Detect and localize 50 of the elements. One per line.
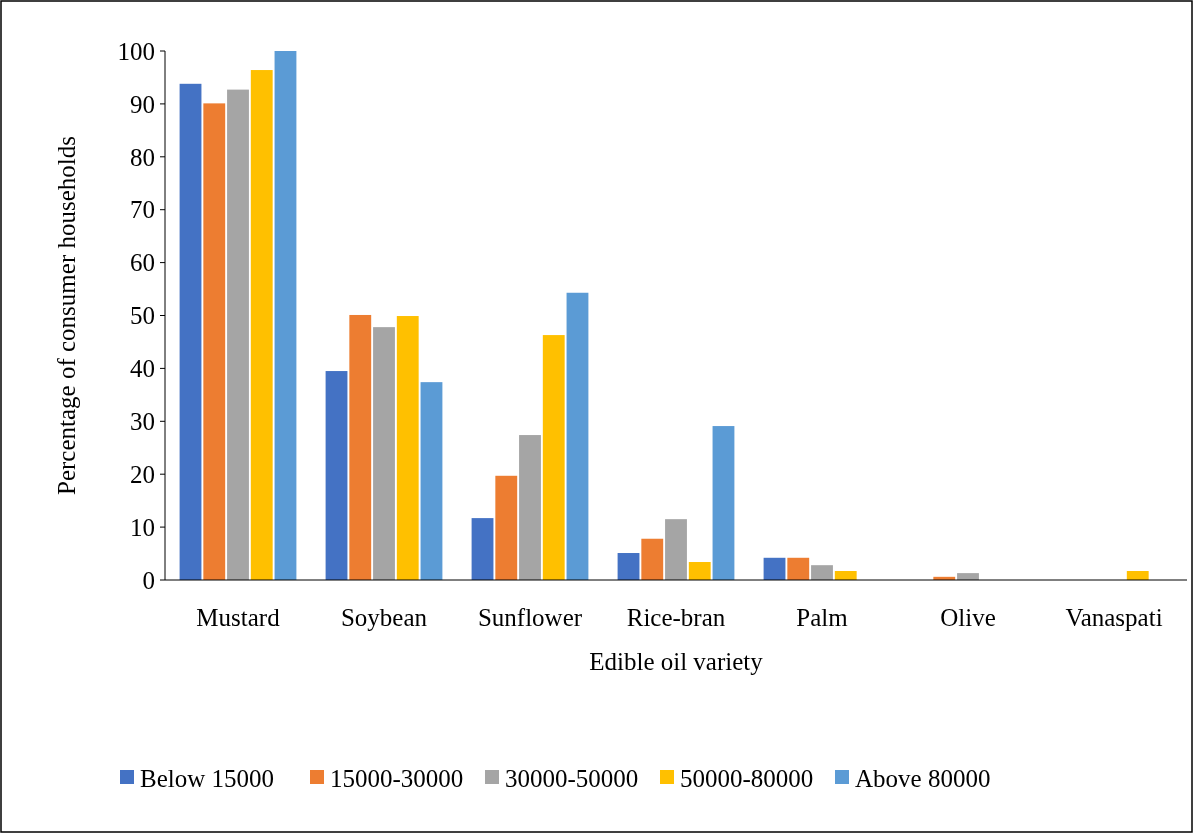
y-tick-label: 0 [142,566,155,594]
bar [665,519,687,580]
bar [250,70,273,580]
bar [179,83,202,580]
y-tick-label: 80 [130,143,155,171]
bar [519,435,541,580]
y-tick-label: 70 [130,196,155,224]
x-tick-label: Vanaspati [1065,604,1163,631]
bar [763,557,786,580]
bar [373,327,395,580]
bar [274,51,297,580]
x-tick-label: Palm [796,604,849,631]
y-tick-label: 30 [130,408,155,436]
bar [1126,571,1149,580]
legend-label: 30000-50000 [505,764,639,792]
y-tick-label: 90 [130,90,155,118]
bar [712,426,735,580]
bar [471,518,494,580]
legend-label: Above 80000 [855,764,991,792]
y-axis-title: Percentage of consumer households [53,136,80,495]
x-axis-title: Edible oil variety [589,648,764,675]
bar [227,89,249,580]
x-tick-label: Soybean [340,604,428,631]
bar [349,314,372,580]
bar [420,382,443,580]
legend-label: Below 15000 [140,764,275,792]
x-tick-label: Mustard [196,604,281,631]
bar [566,292,589,580]
bar [617,553,640,580]
y-tick-label: 60 [130,249,155,277]
bar [396,316,419,580]
bar [787,557,810,580]
bar [495,475,518,580]
y-tick-label: 20 [130,460,155,488]
legend-label: 15000-30000 [330,764,464,792]
bar [834,571,857,580]
y-tick-label: 40 [130,355,155,383]
legend-label: 50000-80000 [680,764,814,792]
y-tick-label: 10 [130,513,155,541]
bar [811,565,833,580]
y-tick-label: 50 [130,302,155,330]
bar [641,538,664,580]
x-tick-label: Olive [940,604,996,631]
x-tick-label: Rice-bran [626,604,726,631]
y-tick-label: 100 [117,37,155,65]
bar [325,371,348,580]
x-tick-label: Sunflower [477,604,583,631]
bar [688,562,711,580]
bar [203,103,226,580]
bar [542,335,565,580]
